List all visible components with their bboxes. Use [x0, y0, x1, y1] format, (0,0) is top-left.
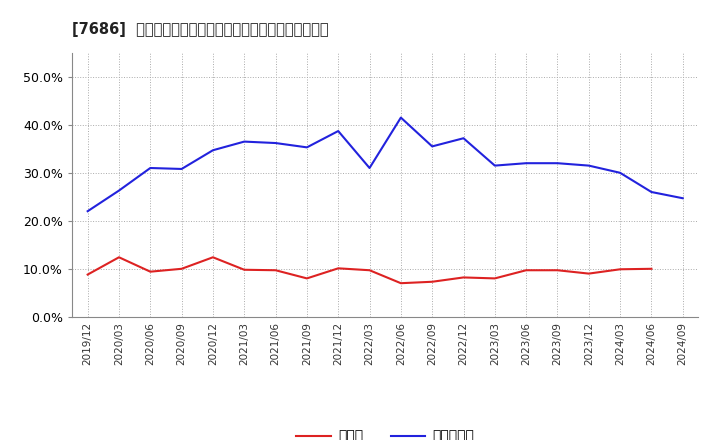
現預金	[397, 281, 405, 286]
現預金	[209, 255, 217, 260]
有利子負債	[114, 188, 123, 193]
Line: 有利子負債: 有利子負債	[88, 117, 683, 211]
有利子負債	[302, 145, 311, 150]
有利子負債	[209, 147, 217, 153]
有利子負債	[490, 163, 499, 168]
有利子負債	[522, 161, 531, 166]
現預金	[114, 255, 123, 260]
現預金	[365, 268, 374, 273]
有利子負債	[271, 140, 280, 146]
現預金	[522, 268, 531, 273]
現預金	[490, 276, 499, 281]
現預金	[459, 275, 468, 280]
有利子負債	[240, 139, 248, 144]
有利子負債	[678, 196, 687, 201]
有利子負債	[177, 166, 186, 172]
現預金	[585, 271, 593, 276]
有利子負債	[397, 115, 405, 120]
現預金	[428, 279, 436, 284]
現預金	[302, 276, 311, 281]
有利子負債	[428, 144, 436, 149]
Legend: 現預金, 有利子負債: 現預金, 有利子負債	[291, 424, 480, 440]
有利子負債	[585, 163, 593, 168]
現預金	[616, 267, 624, 272]
Text: [7686]  現預金、有利子負債の総資産に対する比率の推移: [7686] 現預金、有利子負債の総資産に対する比率の推移	[72, 22, 328, 37]
有利子負債	[616, 170, 624, 176]
有利子負債	[553, 161, 562, 166]
現預金	[240, 267, 248, 272]
Line: 現預金: 現預金	[88, 257, 652, 283]
有利子負債	[647, 189, 656, 194]
有利子負債	[459, 136, 468, 141]
現預金	[84, 272, 92, 277]
現預金	[177, 266, 186, 271]
現預金	[553, 268, 562, 273]
有利子負債	[334, 128, 343, 134]
現預金	[271, 268, 280, 273]
現預金	[334, 266, 343, 271]
現預金	[146, 269, 155, 274]
有利子負債	[84, 209, 92, 214]
現預金	[647, 266, 656, 271]
有利子負債	[146, 165, 155, 171]
有利子負債	[365, 165, 374, 171]
